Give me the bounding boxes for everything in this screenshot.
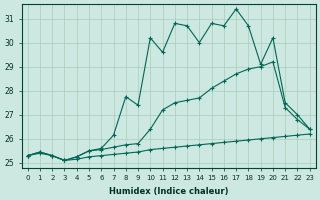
X-axis label: Humidex (Indice chaleur): Humidex (Indice chaleur) xyxy=(109,187,228,196)
